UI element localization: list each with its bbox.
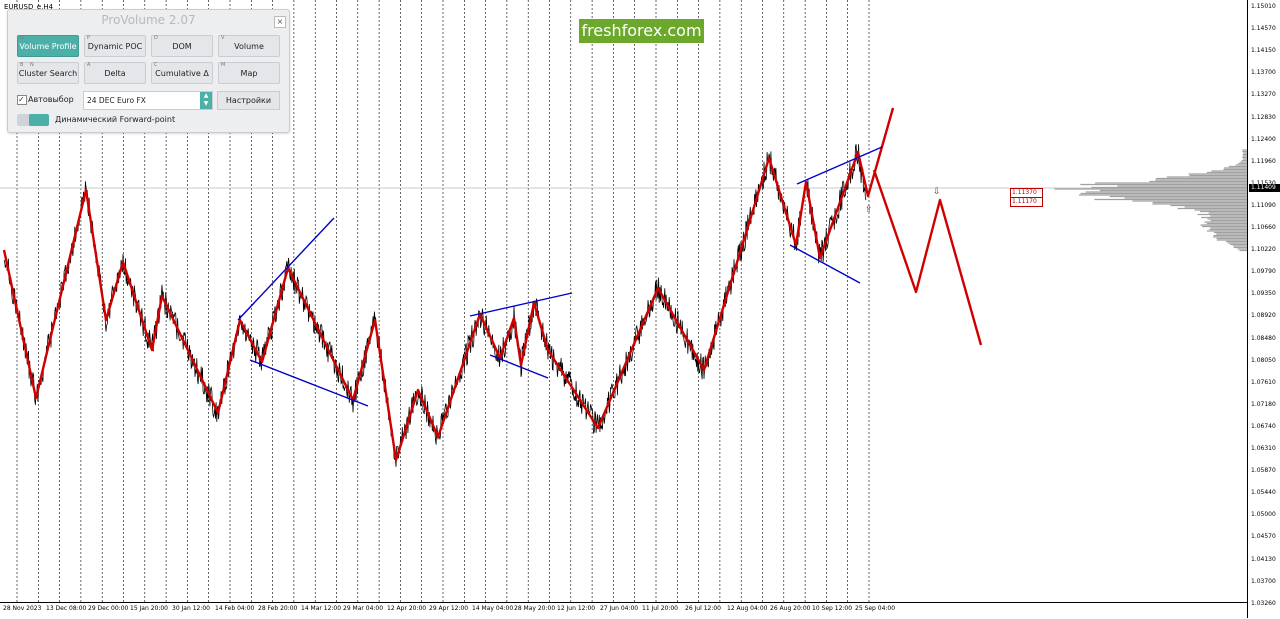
time-tick-label: 28 Nov 2023 <box>3 605 42 612</box>
trendline <box>789 244 861 284</box>
zigzag-line <box>2 107 895 462</box>
price-tick-label: 1.12400 <box>1251 135 1276 143</box>
volume-button[interactable]: V Volume <box>218 35 280 57</box>
time-axis[interactable]: 28 Nov 2023 13 Dec 08:00 29 Dec 00:00 15 Ja… <box>0 602 1247 619</box>
panel-title: ProVolume 2.07 <box>101 13 196 27</box>
time-tick-label: 28 May 20:00 <box>514 605 556 612</box>
price-tick-label: 1.08050 <box>1251 356 1276 364</box>
forward-point-toggle[interactable] <box>17 114 49 126</box>
time-tick-label: 14 May 04:00 <box>472 605 514 612</box>
price-tick-label: 1.09790 <box>1251 268 1276 276</box>
price-tick-label: 1.11090 <box>1251 201 1276 209</box>
price-tick-label: 1.08480 <box>1251 334 1276 342</box>
dynamic-poc-button[interactable]: P Dynamic POC <box>84 35 146 57</box>
dom-button[interactable]: D DOM <box>151 35 213 57</box>
time-tick-label: 29 Dec 00:00 <box>88 605 129 612</box>
price-tick-label: 1.06310 <box>1251 445 1276 452</box>
time-tick-label: 26 Aug 20:00 <box>770 605 811 612</box>
time-tick-label: 11 Jul 20:00 <box>642 605 678 612</box>
time-tick-label: 12 Aug 04:00 <box>727 605 768 612</box>
price-tick-label: 1.10220 <box>1251 246 1276 254</box>
trendline <box>489 354 549 379</box>
poc-label-lower: 1.11170 <box>1010 197 1043 207</box>
price-tick-label: 1.07610 <box>1251 378 1276 386</box>
price-tick-label: 1.13700 <box>1251 69 1276 77</box>
time-tick-label: 14 Mar 12:00 <box>301 605 342 612</box>
time-tick-label: 14 Feb 04:00 <box>215 605 255 612</box>
instrument-value: 24 DEC Euro FX <box>87 96 146 105</box>
price-tick-label: 1.07180 <box>1251 400 1276 408</box>
time-tick-label: 26 Jul 12:00 <box>685 605 721 612</box>
time-tick-label: 15 Jan 20:00 <box>130 605 168 612</box>
time-tick-label: 25 Sep 04:00 <box>855 605 896 612</box>
auto-select-label: Автовыбор <box>28 95 74 104</box>
price-tick-label: 1.08920 <box>1251 312 1276 320</box>
cumulative-delta-button[interactable]: C Cumulative Δ <box>151 62 213 84</box>
price-tick-label: 1.05000 <box>1251 511 1276 519</box>
auto-select-checkbox[interactable]: ✓ <box>17 95 27 105</box>
chevron-updown-icon[interactable]: ▲ ▼ <box>200 92 212 109</box>
trendline <box>249 359 369 407</box>
brand-banner: freshforex.com <box>579 19 704 43</box>
price-tick-label: 1.11960 <box>1251 157 1276 165</box>
price-tick-label: 1.06740 <box>1251 422 1276 430</box>
time-tick-label: 28 Feb 20:00 <box>258 605 298 612</box>
price-axis[interactable]: 1.15010 1.14570 1.14150 1.13700 1.13270 1.128… <box>1247 0 1280 618</box>
time-tick-label: 12 Jun 12:00 <box>557 605 596 612</box>
time-tick-label: 29 Apr 12:00 <box>429 605 469 612</box>
symbol-label: EURUSD_e,H4 <box>4 3 54 11</box>
price-tick-label: 1.15010 <box>1251 3 1276 10</box>
cluster-search-button[interactable]: B N Cluster Search <box>17 62 79 84</box>
price-tick-label: 1.10660 <box>1251 224 1276 231</box>
price-tick-label: 1.04570 <box>1251 533 1276 541</box>
close-icon[interactable]: × <box>274 16 286 28</box>
trendline <box>796 146 883 185</box>
trendline <box>237 217 335 321</box>
price-tick-label: 1.11530 <box>1251 180 1276 187</box>
time-tick-label: 12 Apr 20:00 <box>387 605 427 612</box>
time-tick-label: 27 Jun 04:00 <box>600 605 639 612</box>
map-button[interactable]: M Map <box>218 62 280 84</box>
price-tick-label: 1.03260 <box>1251 599 1276 607</box>
price-tick-label: 1.05440 <box>1251 489 1276 497</box>
down-arrow-icon: ⇩ <box>933 187 941 197</box>
provolume-panel: ProVolume 2.07 × U Volume Profile P Dyna… <box>7 9 290 133</box>
volume-profile-button[interactable]: U Volume Profile <box>17 35 79 57</box>
instrument-select[interactable]: 24 DEC Euro FX ▲ ▼ <box>83 91 213 110</box>
forward-point-label: Динамический Forward-point <box>55 115 176 124</box>
time-tick-label: 10 Sep 12:00 <box>812 605 853 612</box>
price-tick-label: 1.14150 <box>1251 47 1276 55</box>
toggle-knob <box>29 114 49 126</box>
delta-button[interactable]: A Delta <box>84 62 146 84</box>
price-tick-label: 1.03700 <box>1251 577 1276 585</box>
current-price-tag: 1.11409 <box>1249 184 1280 192</box>
price-tick-label: 1.05870 <box>1251 467 1276 475</box>
time-tick-label: 29 Mar 04:00 <box>343 605 384 612</box>
price-tick-label: 1.13270 <box>1251 91 1276 99</box>
forecast-line <box>872 169 983 346</box>
up-arrow-icon: ⇧ <box>865 205 873 215</box>
price-tick-label: 1.14570 <box>1251 25 1276 33</box>
price-series <box>3 144 867 467</box>
trendline <box>469 292 573 317</box>
time-tick-label: 13 Dec 08:00 <box>46 605 87 612</box>
price-tick-label: 1.12830 <box>1251 113 1276 121</box>
price-tick-label: 1.04130 <box>1251 555 1276 563</box>
time-tick-label: 30 Jan 12:00 <box>172 605 210 612</box>
settings-button[interactable]: Настройки <box>217 91 280 110</box>
price-tick-label: 1.09350 <box>1251 290 1276 298</box>
